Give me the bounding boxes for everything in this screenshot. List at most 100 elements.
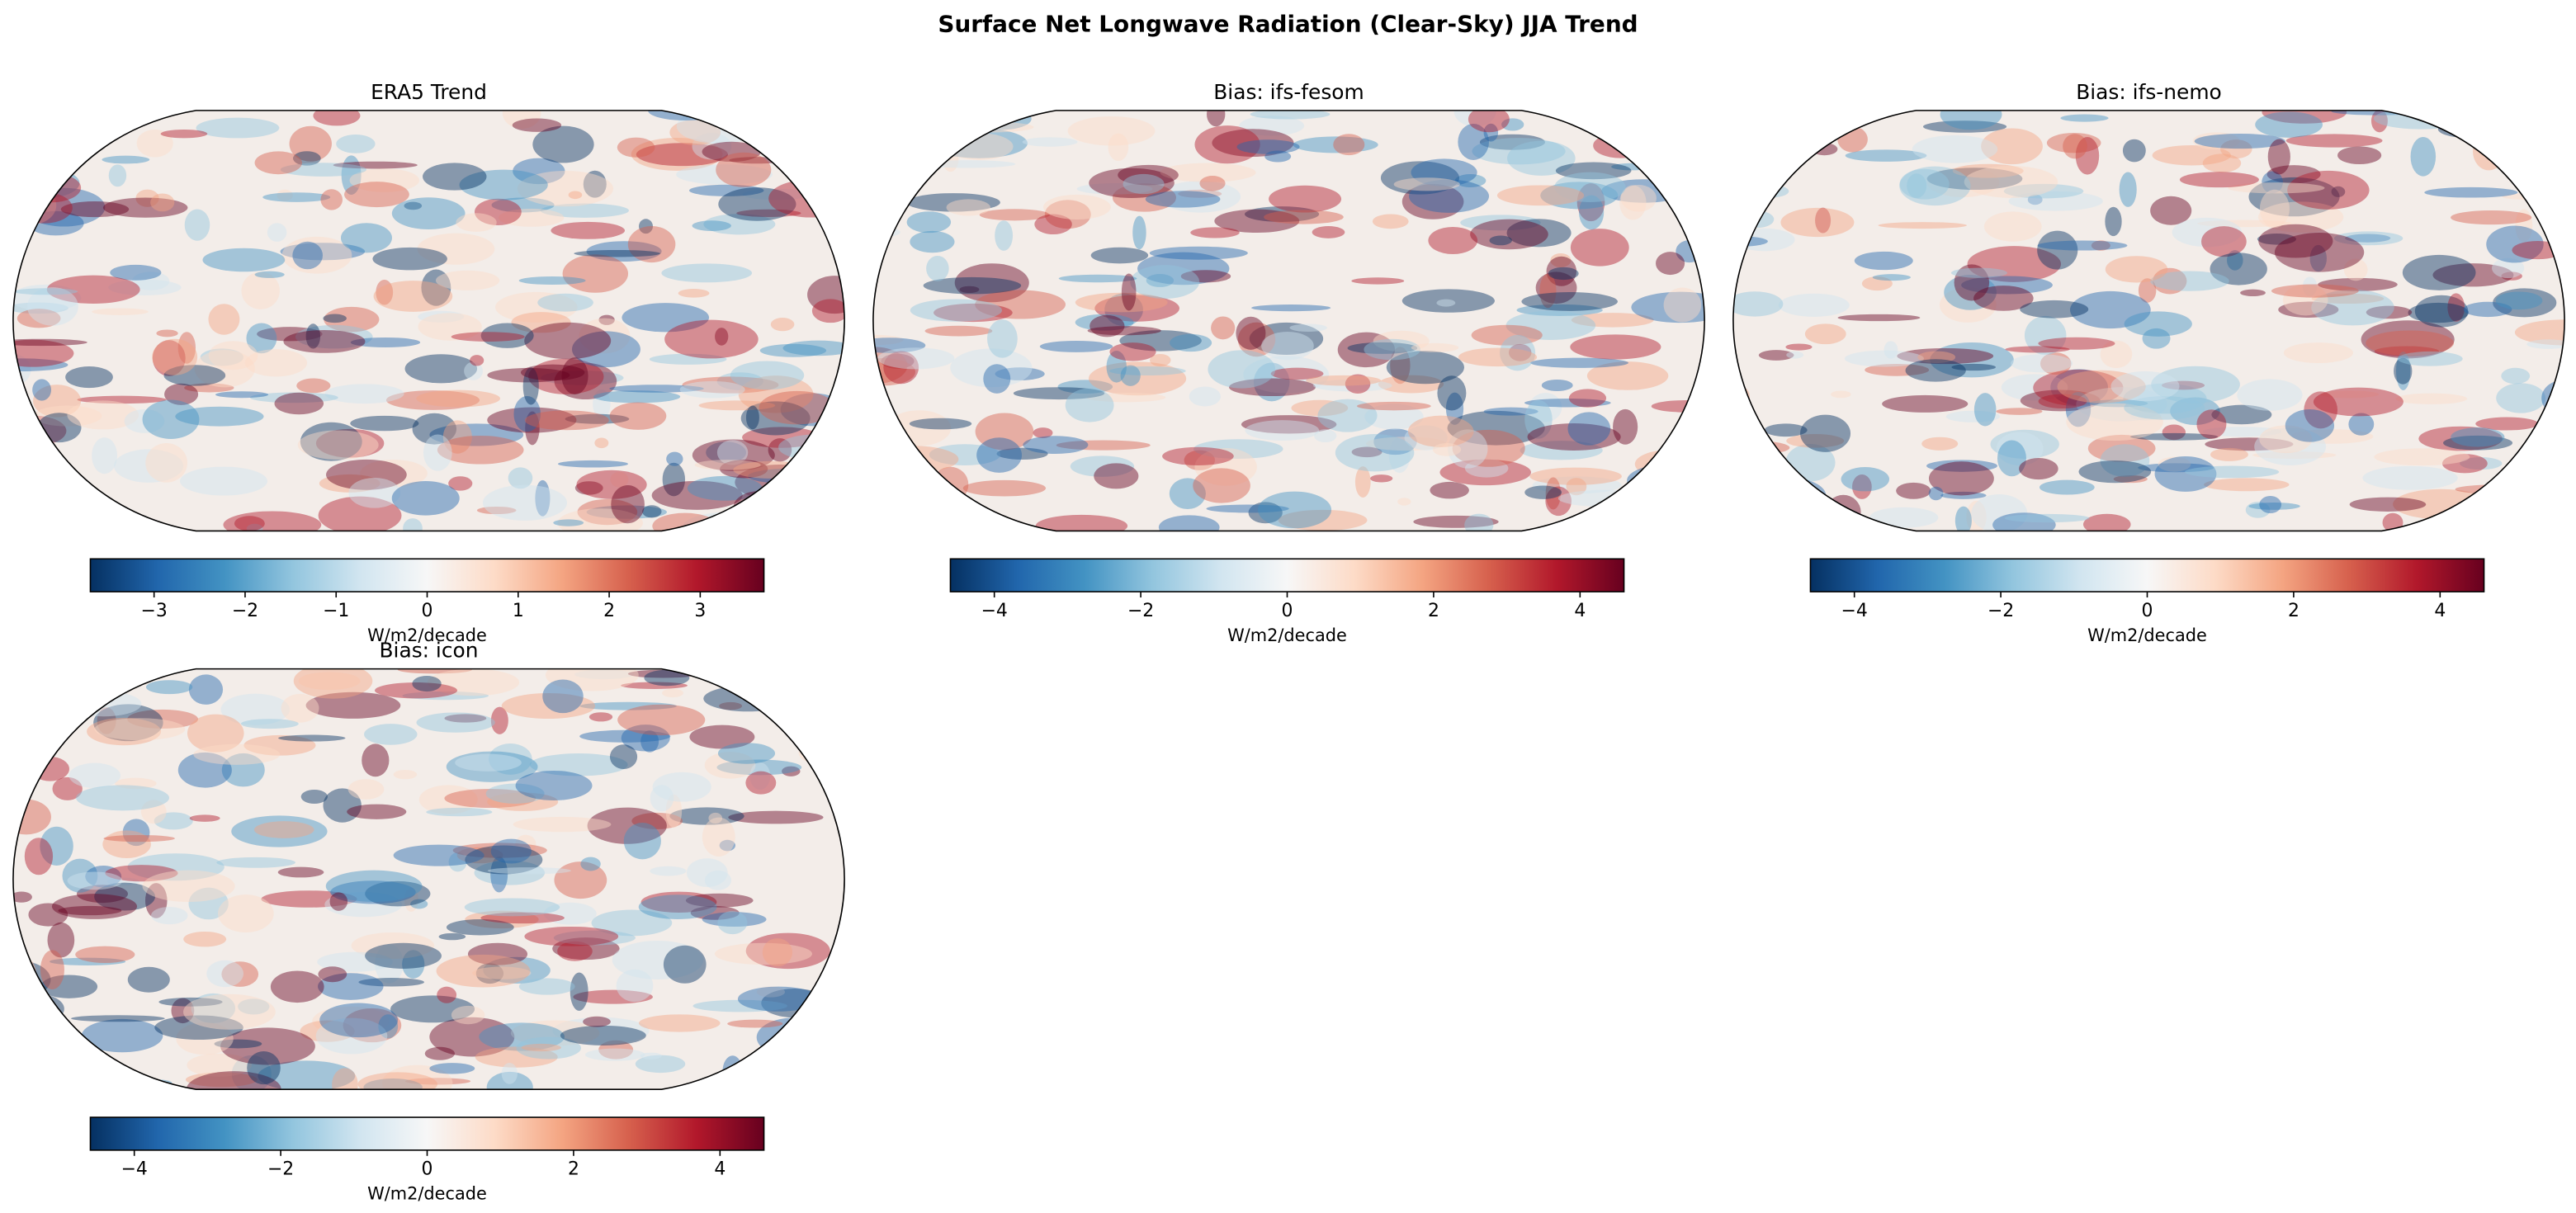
field-patch [872, 122, 910, 152]
field-patch [2150, 271, 2229, 291]
field-patch [1973, 393, 1997, 427]
field-patch [1249, 322, 1324, 355]
field-patch [418, 310, 465, 323]
field-patch [511, 312, 571, 333]
field-patch [326, 459, 407, 490]
field-patch [591, 909, 673, 937]
field-patch [476, 506, 517, 515]
field-patch [636, 143, 728, 167]
field-patch [160, 129, 208, 139]
field-patch [1746, 477, 1827, 514]
field-patch [214, 1039, 262, 1049]
field-patch [1123, 173, 1165, 195]
field-patch [208, 304, 240, 335]
field-patch [274, 392, 324, 415]
field-patch [524, 410, 609, 431]
colorbar-tick-label: −4 [121, 1159, 148, 1180]
field-patch [158, 997, 223, 1007]
colorbar [949, 558, 1625, 592]
field-patch [2259, 496, 2282, 514]
field-patch [2129, 411, 2162, 421]
field-patch [1245, 420, 1320, 441]
field-patch [513, 158, 565, 185]
field-patch [1912, 135, 1998, 163]
field-patch [2488, 127, 2562, 137]
field-patch [1278, 509, 1368, 531]
field-patch [727, 1019, 783, 1028]
field-patch [642, 505, 662, 518]
field-patch [535, 479, 551, 517]
field-patch [1237, 322, 1276, 357]
field-patch [1445, 392, 1464, 425]
field-patch [1090, 247, 1149, 264]
field-patch [1428, 226, 1478, 255]
field-patch [545, 668, 639, 691]
field-patch [2100, 444, 2150, 477]
field-patch [2113, 474, 2148, 484]
field-patch [330, 880, 416, 904]
field-patch [1354, 466, 1371, 498]
field-patch [1571, 313, 1654, 328]
field-patch [1665, 508, 1689, 531]
field-patch [1899, 168, 1950, 200]
field-patch [617, 137, 655, 158]
field-patch [795, 1017, 845, 1051]
field-patch [246, 323, 277, 354]
field-patch [320, 189, 343, 210]
colorbar-tick-label: 4 [2434, 601, 2446, 621]
field-patch [456, 847, 503, 864]
field-patch [2060, 114, 2109, 122]
field-patch [1483, 123, 1499, 142]
field-patch [2197, 219, 2292, 228]
field-patch [1610, 523, 1677, 531]
field-patch [47, 922, 75, 958]
field-patch [451, 1005, 485, 1025]
field-patch [202, 248, 286, 272]
field-patch [631, 138, 723, 171]
field-patch [363, 1078, 423, 1090]
field-patch [716, 152, 772, 187]
field-patch [2001, 374, 2068, 401]
field-patch [12, 110, 41, 118]
field-patch [2521, 443, 2553, 476]
colorbar-tick-label: −2 [267, 1159, 294, 1180]
field-patch [177, 752, 232, 788]
field-patch [1590, 110, 1682, 121]
field-patch [598, 1040, 634, 1060]
field-patch [25, 1017, 73, 1052]
field-patch [2262, 171, 2283, 194]
field-patch [33, 385, 82, 418]
field-patch [1169, 478, 1206, 510]
field-patch [580, 857, 601, 871]
field-patch [1586, 361, 1669, 390]
field-patch [522, 367, 539, 405]
field-patch [1872, 274, 1911, 281]
field-patch [771, 478, 845, 503]
field-patch [2443, 435, 2513, 451]
field-patch [12, 302, 69, 314]
field-patch [1761, 135, 1804, 164]
field-patch [1770, 153, 1788, 173]
field-patch [627, 225, 676, 263]
field-patch [557, 460, 628, 468]
field-patch [583, 170, 607, 198]
field-patch [1264, 210, 1344, 224]
field-patch [1567, 412, 1611, 446]
field-patch [152, 338, 198, 375]
field-patch [664, 319, 759, 359]
field-patch [1555, 162, 1632, 180]
field-patch [2211, 404, 2272, 425]
field-patch [385, 390, 480, 410]
field-patch [2046, 133, 2101, 153]
field-patch [2227, 250, 2243, 271]
field-patch [144, 883, 168, 918]
colorbar-tick-label: −2 [232, 601, 258, 621]
field-patch [118, 1078, 173, 1088]
field-patch [1539, 273, 1557, 309]
field-patch [12, 490, 32, 505]
field-patch [218, 894, 274, 933]
field-patch [261, 890, 357, 908]
field-patch [277, 189, 293, 201]
field-patch [486, 1071, 533, 1090]
field-patch [910, 230, 955, 253]
